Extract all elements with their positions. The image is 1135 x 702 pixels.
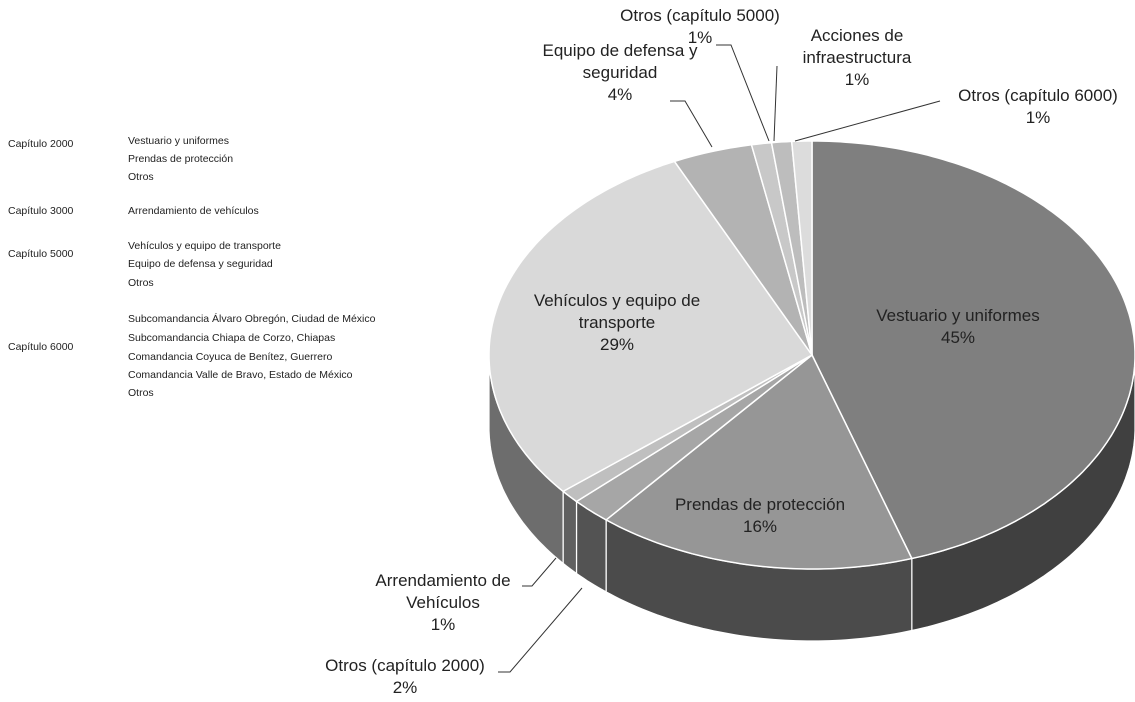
slice-value: 4%: [607, 85, 633, 104]
item-text: Otros: [128, 387, 154, 399]
slice-value: 1%: [1025, 108, 1051, 127]
slice-label: Acciones de infraestructura 1%: [792, 25, 922, 91]
item-text: Comandancia Valle de Bravo, Estado de Mé…: [128, 369, 353, 381]
slice-name: Vehículos y equipo de transporte: [533, 291, 701, 332]
item-text: Vestuario y uniformes: [128, 135, 229, 147]
slice-value: 45%: [940, 328, 976, 347]
slice-label: Arrendamiento de Vehículos 1%: [363, 570, 523, 636]
pie-side: [562, 490, 578, 575]
table-item: Subcomandancia Álvaro Obregón, Ciudad de…: [128, 313, 375, 325]
chapter-text: Capítulo 3000: [8, 205, 74, 217]
leader-line: [522, 557, 557, 587]
slice-name: Vestuario y uniformes: [876, 306, 1040, 325]
table-chapter: Capítulo 2000: [8, 138, 73, 150]
slice-value: 29%: [599, 335, 635, 354]
slice-value: 1%: [844, 70, 870, 89]
chapter-text: Capítulo 6000: [8, 341, 74, 353]
slice-name: Acciones de infraestructura: [802, 26, 912, 67]
slice-label: Otros (capítulo 6000) 1%: [938, 85, 1135, 129]
item-text: Otros: [128, 171, 154, 183]
chapter-text: Capítulo 5000: [8, 248, 74, 260]
table-chapter: Capítulo 3000: [8, 205, 73, 217]
chapter-text: Capítulo 2000: [8, 138, 74, 150]
table-item: Prendas de protección: [128, 153, 233, 165]
table-item: Arrendamiento de vehículos: [128, 205, 259, 217]
pie-slice: [488, 160, 814, 493]
pie-slice: [575, 354, 813, 521]
item-text: Comandancia Coyuca de Benítez, Guerrero: [128, 351, 333, 363]
table-item: Comandancia Valle de Bravo, Estado de Mé…: [128, 369, 353, 381]
item-text: Vehículos y equipo de transporte: [128, 240, 281, 252]
slice-value: 2%: [392, 678, 418, 697]
pie-slice: [790, 140, 813, 356]
table-item: Vestuario y uniformes: [128, 135, 229, 147]
slice-name: Prendas de protección: [674, 495, 846, 514]
slice-name: Otros (capítulo 2000): [325, 656, 485, 675]
item-text: Equipo de defensa y seguridad: [128, 258, 273, 270]
slice-label: Prendas de protección 16%: [650, 494, 870, 538]
leader-line: [773, 65, 778, 142]
slice-label: Otros (capítulo 5000) 1%: [600, 5, 800, 49]
slice-label: Vestuario y uniformes 45%: [858, 305, 1058, 349]
slice-value: 16%: [742, 517, 778, 536]
table-chapter: Capítulo 6000: [8, 341, 73, 353]
pie-slice: [811, 140, 1135, 560]
table-item: Otros: [128, 277, 154, 289]
pie-slice: [604, 353, 913, 570]
pie-slice: [673, 143, 813, 356]
leader-line: [670, 100, 713, 148]
item-text: Otros: [128, 277, 154, 289]
leader-line: [794, 100, 941, 142]
table-item: Subcomandancia Chiapa de Corzo, Chiapas: [128, 332, 335, 344]
table-item: Equipo de defensa y seguridad: [128, 258, 273, 270]
leader-line: [498, 587, 583, 673]
table-item: Comandancia Coyuca de Benítez, Guerrero: [128, 351, 332, 363]
table-item: Vehículos y equipo de transporte: [128, 240, 281, 252]
leader-line: [716, 44, 770, 142]
table-item: Otros: [128, 171, 154, 183]
slice-label: Otros (capítulo 2000) 2%: [300, 655, 510, 699]
slice-value: 1%: [430, 615, 456, 634]
item-text: Subcomandancia Álvaro Obregón, Ciudad de…: [128, 313, 376, 325]
item-text: Arrendamiento de vehículos: [128, 205, 259, 217]
slice-name: Otros (capítulo 6000): [958, 86, 1118, 105]
slice-label: Equipo de defensa y seguridad 4%: [533, 40, 708, 106]
slice-name: Equipo de defensa y seguridad: [542, 41, 698, 82]
item-text: Prendas de protección: [128, 153, 234, 165]
slice-label: Vehículos y equipo de transporte 29%: [512, 290, 722, 356]
table-item: Otros: [128, 387, 154, 399]
table-chapter: Capítulo 5000: [8, 248, 73, 260]
slice-name: Otros (capítulo 5000): [620, 6, 780, 25]
slice-value: 1%: [687, 28, 713, 47]
slice-name: Arrendamiento de Vehículos: [375, 571, 511, 612]
item-text: Subcomandancia Chiapa de Corzo, Chiapas: [128, 332, 336, 344]
